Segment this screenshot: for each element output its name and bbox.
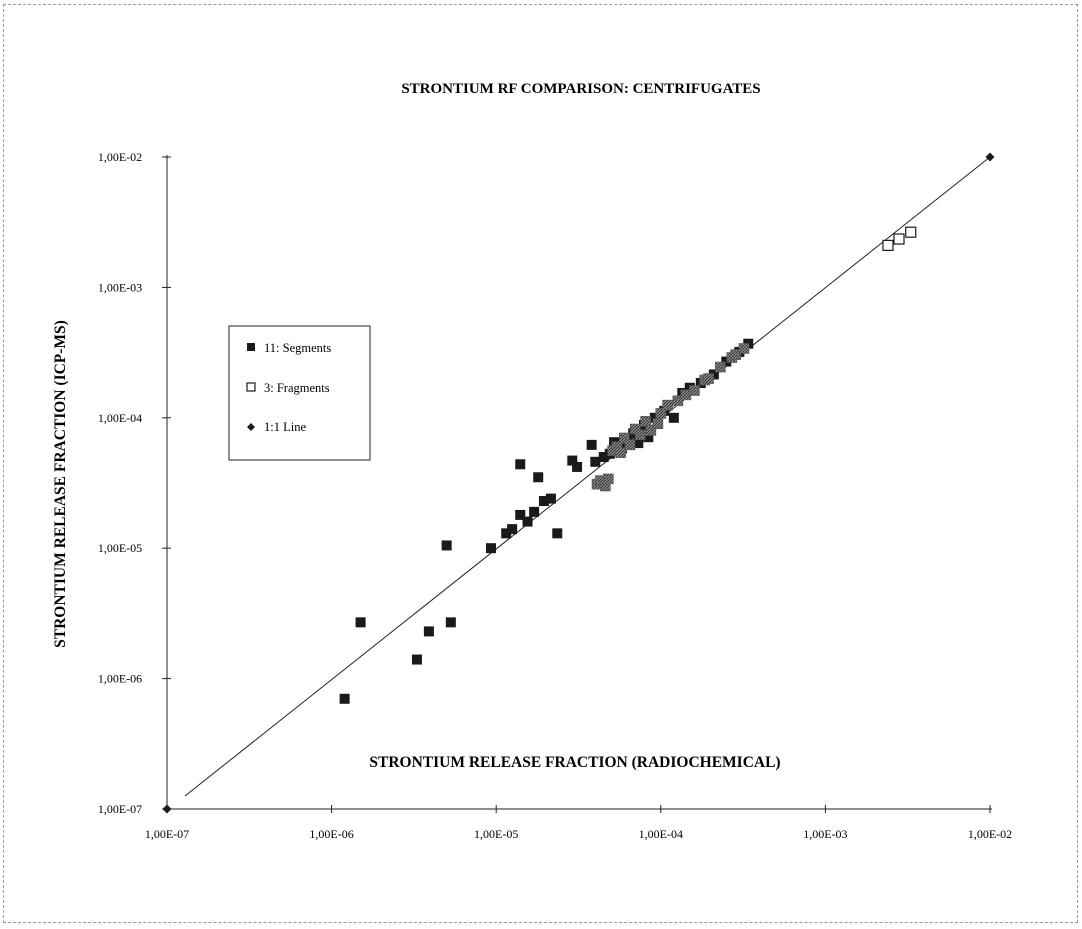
segment-point bbox=[715, 361, 726, 373]
chart-title: STRONTIUM RF COMPARISON: CENTRIFUGATES bbox=[401, 81, 760, 97]
segment-point bbox=[552, 528, 563, 539]
plot-area bbox=[162, 152, 995, 814]
y-tick-label: 1,00E-06 bbox=[98, 672, 142, 686]
x-tick-label: 1,00E-04 bbox=[639, 827, 683, 841]
y-tick-label: 1,00E-04 bbox=[98, 411, 142, 425]
segment-point bbox=[529, 506, 540, 517]
x-axis-ticks: 1,00E-07 1,00E-06 1,00E-05 1,00E-04 1,00E-03… bbox=[145, 805, 1012, 841]
y-tick-label: 1,00E-05 bbox=[98, 541, 142, 555]
segment-point bbox=[633, 438, 644, 449]
x-axis-title: STRONTIUM RELEASE FRACTION (RADIOCHEMICA… bbox=[369, 754, 780, 771]
x-tick-label: 1,00E-05 bbox=[474, 827, 518, 841]
segment-point bbox=[703, 373, 714, 384]
fragment-point bbox=[893, 233, 905, 245]
segment-point bbox=[655, 408, 667, 419]
segment-point bbox=[738, 343, 750, 354]
segment-point bbox=[538, 496, 549, 507]
segment-point bbox=[634, 429, 646, 441]
segment-point bbox=[649, 412, 660, 423]
fragment-point bbox=[882, 239, 894, 251]
x-tick-label: 1,00E-07 bbox=[145, 827, 189, 841]
segment-point bbox=[339, 693, 350, 704]
x-tick-label: 1,00E-06 bbox=[309, 827, 353, 841]
segment-point bbox=[567, 455, 578, 466]
segment-point bbox=[624, 439, 636, 451]
segment-point bbox=[662, 399, 673, 411]
segment-point bbox=[640, 416, 652, 427]
segment-point bbox=[730, 349, 741, 360]
segment-point bbox=[572, 461, 583, 472]
legend-label-fragments: 3: Fragments bbox=[264, 381, 330, 395]
segment-point bbox=[615, 447, 626, 458]
segment-point bbox=[721, 356, 732, 367]
y-axis-ticks: 1,00E-07 1,00E-06 1,00E-05 1,00E-04 1,00E-03… bbox=[98, 150, 171, 816]
y-axis-title: STRONTIUM RELEASE FRACTION (ICP-MS) bbox=[52, 320, 69, 648]
segment-point bbox=[643, 432, 654, 443]
legend: 11: Segments 3: Fragments 1:1 Line bbox=[228, 325, 371, 461]
segment-point bbox=[652, 418, 664, 430]
segment-point bbox=[411, 654, 422, 665]
segment-point bbox=[515, 459, 526, 470]
segment-point bbox=[515, 509, 526, 520]
one-to-one-endpoint bbox=[985, 152, 995, 162]
segment-point bbox=[423, 626, 434, 637]
segment-point bbox=[355, 617, 366, 628]
legend-label-segments: 11: Segments bbox=[264, 341, 331, 355]
y-tick-label: 1,00E-02 bbox=[98, 150, 142, 164]
segment-point bbox=[618, 432, 630, 444]
segment-point bbox=[672, 395, 684, 407]
one-to-one-endpoint bbox=[162, 804, 172, 814]
x-tick-label: 1,00E-02 bbox=[968, 827, 1012, 841]
segment-point bbox=[445, 617, 456, 628]
segment-point bbox=[668, 412, 679, 423]
legend-marker-one-to-one bbox=[247, 423, 255, 431]
chart-frame bbox=[3, 4, 1078, 923]
y-tick-label: 1,00E-03 bbox=[98, 280, 142, 294]
legend-marker-fragments bbox=[246, 382, 256, 392]
segment-point bbox=[586, 439, 597, 450]
segment-point bbox=[522, 516, 533, 527]
segment-point bbox=[645, 425, 657, 436]
y-tick-label: 1,00E-07 bbox=[98, 802, 142, 816]
legend-marker-segments bbox=[247, 343, 255, 351]
segment-point bbox=[507, 524, 518, 535]
fragment-point bbox=[905, 226, 917, 238]
segment-point bbox=[545, 493, 556, 504]
segment-point bbox=[689, 385, 700, 396]
axes bbox=[166, 155, 992, 810]
segment-point bbox=[486, 543, 497, 554]
segment-point bbox=[441, 540, 452, 551]
segment-point bbox=[598, 452, 609, 463]
segment-point bbox=[603, 473, 614, 485]
legend-label-one-to-one: 1:1 Line bbox=[264, 420, 306, 434]
segment-point bbox=[590, 456, 601, 467]
x-tick-label: 1,00E-03 bbox=[803, 827, 847, 841]
segment-point bbox=[501, 528, 512, 539]
one-to-one-line bbox=[184, 156, 991, 797]
segment-point bbox=[533, 472, 544, 483]
